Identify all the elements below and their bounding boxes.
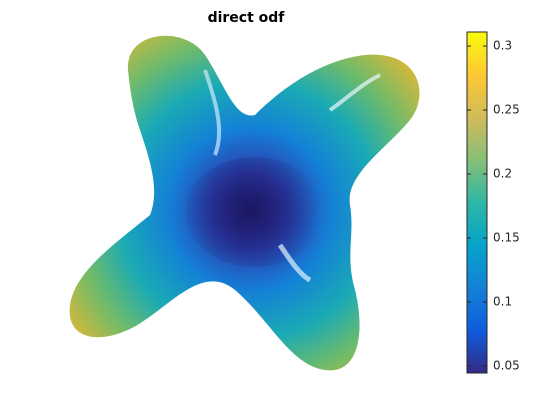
highlight xyxy=(203,69,222,156)
chart-title: direct odf xyxy=(208,10,286,26)
odf-surface xyxy=(69,35,420,371)
colorbar-tick-label: 0.25 xyxy=(493,103,520,117)
highlight xyxy=(277,243,312,283)
colorbar-body xyxy=(466,31,488,374)
colorbar-tick-label: 0.3 xyxy=(493,39,512,53)
colorbar-tick-label: 0.2 xyxy=(493,167,512,181)
colorbar-tick-label: 0.15 xyxy=(493,231,520,245)
highlight xyxy=(328,73,381,112)
colorbar-tick-label: 0.05 xyxy=(493,358,520,372)
colorbar: 0.05 0.1 0.15 0.2 0.25 0.3 xyxy=(466,31,520,374)
surface-shade xyxy=(185,157,325,267)
colorbar-tick-label: 0.1 xyxy=(493,294,512,308)
